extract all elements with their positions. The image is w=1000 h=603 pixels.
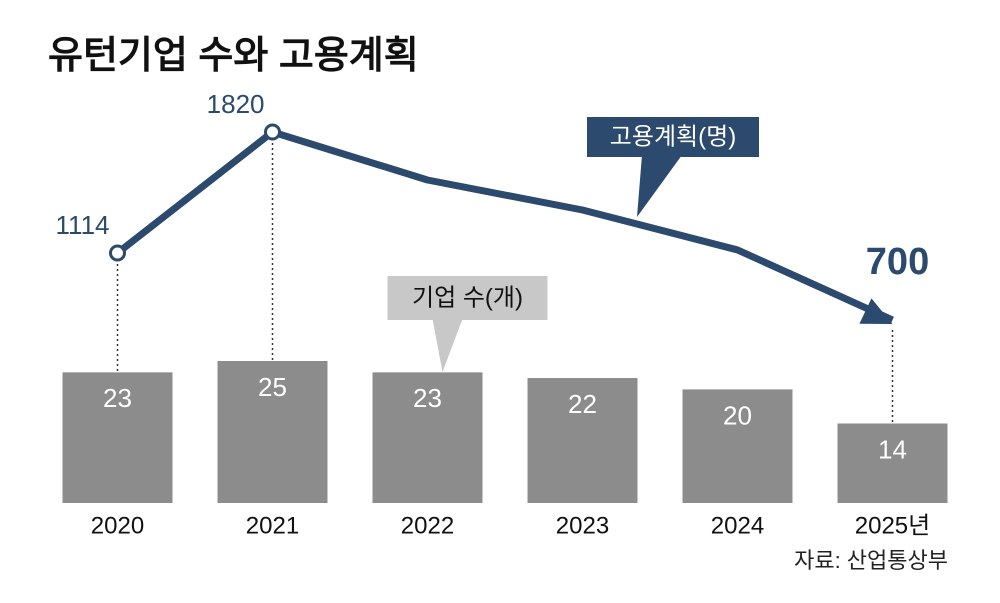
bar-value-label: 22	[568, 389, 597, 419]
bar-value-label: 14	[878, 434, 907, 464]
x-tick-label: 2021	[246, 512, 299, 539]
bar	[527, 378, 638, 503]
bar	[62, 372, 173, 503]
x-tick-label: 2025년	[855, 512, 930, 539]
arrow-head	[859, 298, 893, 324]
line-marker	[264, 123, 281, 141]
line-value-label: 1114	[56, 210, 110, 240]
x-tick-label: 2020	[91, 512, 144, 539]
legend-pointer	[432, 319, 463, 372]
bar	[837, 423, 948, 503]
x-tick-label: 2022	[401, 512, 454, 539]
bar-value-label: 20	[723, 400, 752, 430]
bar-value-label: 25	[258, 372, 287, 402]
bar	[682, 389, 793, 503]
line-marker	[109, 244, 126, 262]
legend-box	[387, 276, 548, 320]
x-tick-label: 2023	[556, 512, 609, 539]
bar	[217, 361, 328, 503]
x-tick-label: 2024	[711, 512, 764, 539]
line	[115, 128, 894, 324]
legend-label: 고용계획(명)	[610, 123, 736, 150]
bar-value-label: 23	[413, 383, 442, 413]
legend-label: 기업 수(개)	[412, 284, 523, 311]
source: 자료: 산업통상부	[794, 548, 948, 573]
line-value-label: 700	[866, 241, 929, 283]
chart-title: 유턴기업 수와 고용계획	[48, 35, 419, 77]
line-value-label: 1820	[207, 89, 265, 119]
bar-value-label: 23	[103, 383, 132, 413]
bar	[372, 372, 483, 503]
legend-pointer	[637, 155, 682, 217]
legend-box	[587, 117, 759, 157]
